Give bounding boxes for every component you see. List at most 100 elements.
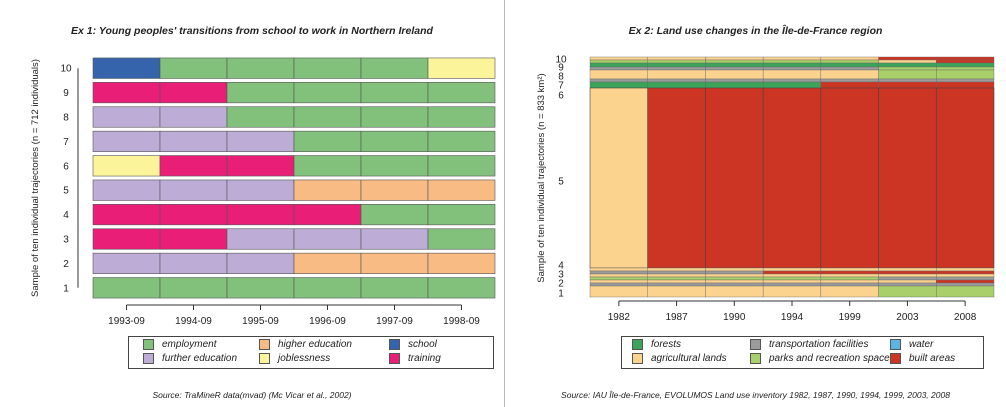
chart1-legend: employment further education higher educ… [128, 336, 494, 369]
legend-employment: employment [143, 339, 216, 350]
chart1-source: Source: TraMineR data(mvad) (Mc Vicar et… [0, 390, 504, 400]
trajectory-strip-10b [821, 60, 879, 63]
chart2-legend: forests agricultural lands transportatio… [621, 336, 984, 369]
trajectory-strip-3b [936, 274, 994, 277]
trajectory-strip-9b [821, 67, 879, 70]
legend-swatch [890, 353, 901, 364]
sequence-cell [648, 88, 706, 268]
trajectory-strip-1 [590, 283, 648, 286]
trajectory-strip-10b [763, 60, 821, 63]
sequence-cell [763, 88, 821, 268]
y-tick-label: 1 [558, 289, 564, 300]
trajectory-strip-9b [590, 67, 648, 70]
legend-label: built areas [909, 353, 955, 364]
trajectory-strip-9 [936, 63, 994, 67]
trajectory-strip-7 [648, 82, 706, 88]
trajectory-strip-8 [821, 70, 879, 79]
trajectory-strip-7 [590, 82, 648, 88]
trajectory-strip-9 [821, 63, 879, 67]
trajectory-strip-4 [879, 268, 937, 271]
trajectory-strip-8 [763, 70, 821, 79]
trajectory-strip-3 [936, 271, 994, 274]
legend-swatch [632, 353, 643, 364]
trajectory-strip-3b [648, 274, 706, 277]
trajectory-strip-4 [763, 268, 821, 271]
trajectory-strip-2b [648, 280, 706, 283]
trajectory-strip-1b [705, 286, 763, 297]
trajectory-strip-4 [936, 268, 994, 271]
sequence-cell [705, 88, 763, 268]
trajectory-strip-4 [590, 268, 648, 271]
sequence-cell [590, 88, 648, 268]
trajectory-strip-10 [821, 57, 879, 60]
legend-label: higher education [278, 339, 352, 350]
trajectory-strip-9 [763, 63, 821, 67]
legend-label: water [909, 339, 933, 350]
trajectory-strip-2b [763, 280, 821, 283]
legend-transportation: transportation facilities [750, 339, 869, 350]
trajectory-strip-10 [879, 57, 937, 60]
trajectory-strip-4 [821, 268, 879, 271]
trajectory-strip-1b [763, 286, 821, 297]
y-tick-label: 4 [558, 261, 564, 272]
y-tick-label: 5 [558, 177, 564, 188]
trajectory-strip-9b [705, 67, 763, 70]
legend-training: training [389, 353, 441, 364]
trajectory-strip-1b [648, 286, 706, 297]
trajectory-strip-1b [821, 286, 879, 297]
trajectory-strip-8b [705, 79, 763, 82]
legend-higher-education: higher education [259, 339, 352, 350]
legend-label: forests [651, 339, 681, 350]
trajectory-strip-3b [590, 274, 648, 277]
trajectory-strip-7 [705, 82, 763, 88]
x-tick-label: 2008 [954, 312, 977, 323]
trajectory-strip-1 [705, 283, 763, 286]
trajectory-strip-8 [705, 70, 763, 79]
trajectory-strip-1 [936, 283, 994, 286]
legend-swatch [632, 339, 643, 350]
legend-swatch [259, 353, 270, 364]
legend-label: agricultural lands [651, 353, 727, 364]
trajectory-strip-7 [763, 82, 821, 88]
x-tick-label: 1982 [608, 312, 631, 323]
trajectory-strip-2 [648, 277, 706, 280]
legend-joblessness: joblessness [259, 353, 330, 364]
legend-swatch [143, 339, 154, 350]
trajectory-strip-8b [879, 79, 937, 82]
trajectory-strip-3 [590, 271, 648, 274]
trajectory-strip-10 [763, 57, 821, 60]
legend-school: school [389, 339, 437, 350]
x-tick-label: 1999 [839, 312, 862, 323]
trajectory-strip-9 [879, 63, 937, 67]
trajectory-strip-10b [705, 60, 763, 63]
trajectory-strip-8 [936, 70, 994, 79]
trajectory-strip-1b [590, 286, 648, 297]
trajectory-strip-1b [879, 286, 937, 297]
trajectory-strip-10 [590, 57, 648, 60]
trajectory-strip-2b [879, 280, 937, 283]
y-axis-label: Sample of ten individual trajectories (n… [536, 73, 547, 282]
legend-label: parks and recreation spaces [769, 353, 895, 364]
legend-further-education: further education [143, 353, 237, 364]
trajectory-strip-8b [590, 79, 648, 82]
legend-water: water [890, 339, 933, 350]
trajectory-strip-3b [879, 274, 937, 277]
trajectory-strip-2 [936, 277, 994, 280]
trajectory-strip-7 [879, 82, 937, 88]
trajectory-strip-3 [879, 271, 937, 274]
trajectory-strip-8b [821, 79, 879, 82]
trajectory-strip-4 [648, 268, 706, 271]
legend-swatch [143, 353, 154, 364]
trajectory-strip-2b [705, 280, 763, 283]
trajectory-strip-1 [763, 283, 821, 286]
trajectory-strip-3 [763, 271, 821, 274]
legend-swatch [389, 353, 400, 364]
trajectory-strip-9 [590, 63, 648, 67]
trajectory-strip-9b [936, 67, 994, 70]
trajectory-strip-3b [763, 274, 821, 277]
trajectory-strip-2b [590, 280, 648, 283]
trajectory-strip-1b [936, 286, 994, 297]
trajectory-strip-2b [936, 280, 994, 283]
trajectory-strip-8 [648, 70, 706, 79]
legend-built-areas: built areas [890, 353, 955, 364]
